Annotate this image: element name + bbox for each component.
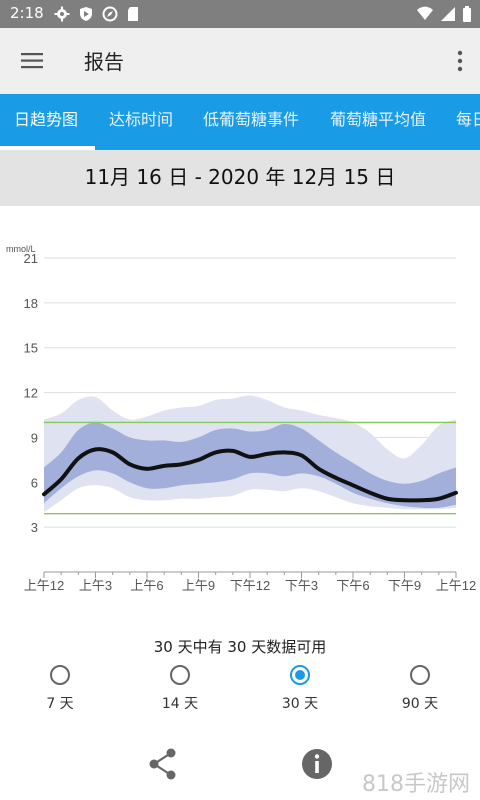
period-option-7[interactable]: 7 天 (20, 662, 100, 713)
x-tick-label: 上午12 (436, 578, 476, 593)
period-option-30[interactable]: 30 天 (260, 662, 340, 713)
radio-label: 90 天 (401, 696, 439, 712)
x-tick-label: 上午3 (79, 578, 112, 593)
status-bar: 2:18 (0, 0, 480, 28)
median-line (42, 447, 458, 503)
tab-daily-trend[interactable]: 日趋势图 (14, 110, 79, 129)
y-tick-label: 12 (24, 386, 38, 401)
date-range: 11月 16 日 - 2020 年 12月 15 日 (0, 150, 480, 206)
x-tick-label: 上午6 (130, 578, 163, 593)
radio-label: 14 天 (161, 696, 199, 712)
period-option-14[interactable]: 14 天 (140, 662, 220, 713)
x-tick-label: 下午6 (336, 578, 369, 593)
status-time: 2:18 (10, 4, 44, 22)
shield-icon (80, 7, 92, 21)
radio-90-days[interactable] (410, 665, 430, 685)
data-availability-text: 30 天中有 30 天数据可用 (153, 638, 327, 656)
gear-icon (54, 6, 70, 22)
radio-label: 30 天 (281, 696, 319, 712)
period-option-90[interactable]: 90 天 (380, 662, 460, 713)
signal-icon (441, 7, 455, 21)
y-tick-label: 9 (31, 430, 38, 445)
y-tick-label: 3 (31, 520, 38, 535)
info-icon[interactable] (300, 746, 334, 782)
radio-label: 7 天 (46, 696, 74, 712)
y-tick-label: 21 (24, 251, 38, 266)
x-tick-label: 上午12 (24, 578, 64, 593)
tab-low-glucose-events[interactable]: 低葡萄糖事件 (203, 110, 300, 129)
watermark: 818手游网 (362, 772, 470, 797)
page-title: 报告 (84, 50, 124, 74)
x-tick-label: 下午12 (230, 578, 270, 593)
tab-time-in-range[interactable]: 达标时间 (109, 110, 174, 129)
radio-30-days[interactable] (290, 665, 310, 685)
period-selector: 7 天 14 天 30 天 90 天 (0, 662, 480, 722)
y-tick-label: 6 (31, 475, 38, 490)
battery-icon (463, 6, 471, 22)
tab-average-glucose[interactable]: 葡萄糖平均值 (330, 110, 427, 129)
y-tick-label: 18 (24, 296, 38, 311)
tab-indicator (0, 146, 95, 150)
x-tick-label: 下午3 (285, 578, 318, 593)
bottom-actions (0, 744, 480, 786)
sd-card-icon (128, 7, 138, 21)
app-bar: 报告 (0, 28, 480, 94)
share-icon[interactable] (146, 746, 180, 782)
menu-icon[interactable] (18, 48, 48, 74)
y-axis-label: mmol/L (6, 244, 36, 254)
report-tabs: 日趋势图 达标时间 低葡萄糖事件 葡萄糖平均值 每日 (0, 94, 480, 150)
radio-7-days[interactable] (50, 665, 70, 685)
compass-icon (102, 6, 118, 22)
radio-14-days[interactable] (170, 665, 190, 685)
y-tick-label: 15 (24, 341, 38, 356)
x-tick-label: 下午9 (388, 578, 421, 593)
daily-trend-chart: 3 6 9 12 15 18 21 上午12 上午3 上午6 上午9 下午12 下午3 下午6 下午9 上午1… (6, 244, 476, 593)
more-options-icon[interactable] (454, 48, 466, 74)
tab-daily[interactable]: 每日 (456, 110, 480, 129)
wifi-icon (417, 6, 433, 20)
x-tick-label: 上午9 (182, 578, 215, 593)
